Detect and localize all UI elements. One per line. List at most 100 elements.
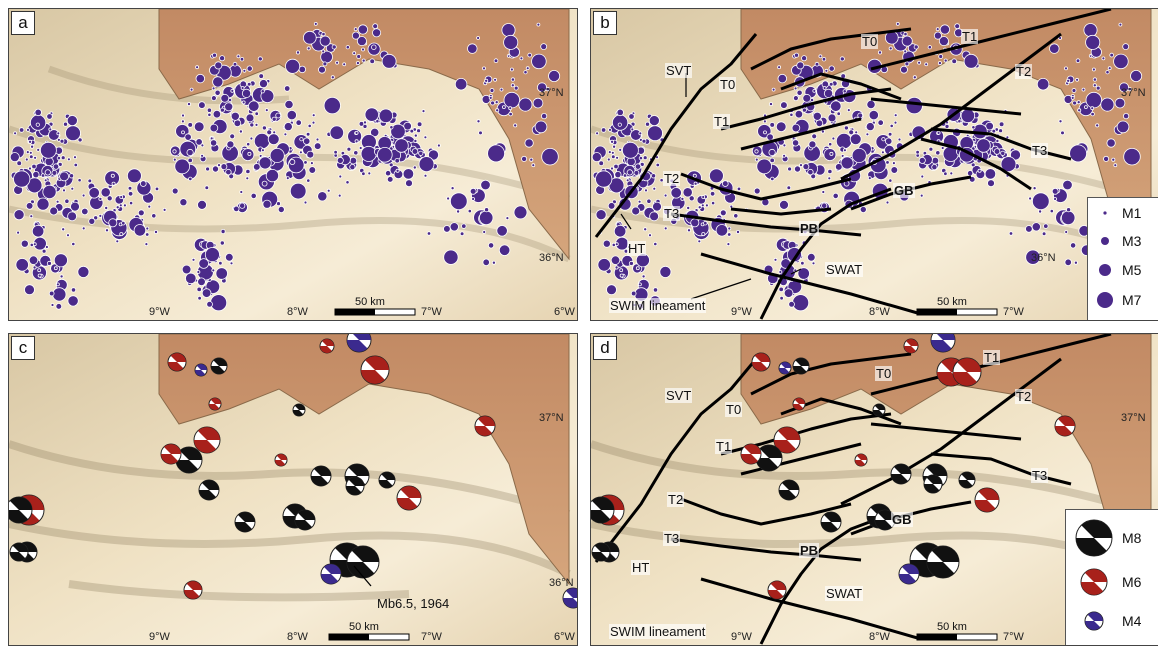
earthquake-symbol	[239, 57, 245, 62]
earthquake-symbol	[670, 187, 682, 199]
earthquake-symbol	[524, 138, 534, 148]
earthquake-symbol	[106, 195, 113, 202]
earthquake-symbol	[1060, 130, 1065, 136]
label-swat: SWAT	[825, 262, 864, 277]
earthquake-symbol	[998, 121, 1005, 128]
earthquake-symbol	[939, 24, 950, 35]
earthquake-symbol	[628, 260, 634, 266]
earthquake-symbol	[905, 97, 923, 115]
earthquake-symbol	[924, 62, 929, 67]
earthquake-symbol	[269, 147, 285, 163]
scale-label: 50 km	[937, 621, 967, 633]
earthquake-symbol	[147, 204, 152, 209]
earthquake-symbol	[793, 52, 799, 58]
earthquake-symbol	[44, 169, 51, 176]
earthquake-symbol	[1036, 77, 1050, 91]
earthquake-symbol	[690, 218, 700, 228]
focal-mechanism	[1075, 519, 1113, 557]
earthquake-symbol	[646, 198, 652, 204]
legend-label-m8: M8	[1122, 530, 1142, 546]
earthquake-symbol	[233, 205, 240, 213]
focal-mechanism	[198, 479, 220, 501]
earthquake-symbol	[828, 81, 834, 87]
relief-map	[591, 334, 1158, 645]
earthquake-symbol	[459, 231, 465, 237]
focal-mechanism	[9, 542, 29, 562]
earthquake-symbol	[885, 137, 893, 145]
earthquake-symbol	[337, 193, 342, 198]
earthquake-symbol	[782, 143, 787, 148]
earthquake-symbol	[756, 158, 773, 175]
earthquake-symbol	[513, 85, 519, 91]
earthquake-symbol	[503, 91, 521, 109]
earthquake-symbol	[709, 191, 716, 197]
earthquake-symbol	[827, 168, 833, 175]
earthquake-symbol	[595, 209, 607, 221]
earthquake-symbol	[62, 188, 66, 193]
earthquake-symbol	[119, 195, 124, 199]
earthquake-symbol	[1109, 52, 1114, 58]
earthquake-symbol	[210, 294, 228, 312]
earthquake-symbol	[831, 136, 836, 141]
earthquake-symbol	[493, 77, 498, 82]
earthquake-symbol	[1069, 242, 1077, 249]
earthquake-symbol	[267, 133, 280, 146]
earthquake-symbol	[193, 121, 205, 132]
earthquake-symbol	[943, 171, 948, 176]
earthquake-symbol	[814, 61, 820, 67]
earthquake-symbol	[18, 127, 25, 133]
lat-label-36n: 36°N	[1031, 252, 1056, 264]
earthquake-symbol	[1119, 82, 1130, 93]
earthquake-symbol	[688, 195, 695, 202]
label-gb: GB	[891, 512, 913, 527]
earthquake-symbol	[26, 128, 30, 132]
earthquake-symbol	[1100, 97, 1115, 112]
earthquake-symbol	[196, 286, 202, 293]
earthquake-symbol	[402, 168, 415, 180]
focal-mechanism	[926, 545, 960, 579]
earthquake-symbol	[719, 209, 727, 217]
earthquake-symbol	[197, 277, 206, 287]
earthquake-symbol	[276, 201, 281, 207]
earthquake-symbol	[614, 171, 622, 179]
earthquake-symbol	[928, 146, 934, 152]
earthquake-symbol	[61, 227, 66, 232]
earthquake-symbol	[1028, 196, 1033, 201]
earthquake-symbol	[881, 137, 886, 142]
earthquake-symbol	[115, 239, 120, 244]
earthquake-symbol	[709, 168, 724, 184]
earthquake-symbol	[842, 148, 847, 153]
focal-mechanism	[378, 471, 396, 489]
earthquake-symbol	[32, 171, 40, 179]
earthquake-symbol	[984, 168, 997, 180]
earthquake-symbol	[413, 138, 418, 143]
earthquake-symbol	[305, 131, 311, 137]
earthquake-symbol	[446, 196, 451, 201]
earthquake-symbol	[229, 261, 234, 266]
earthquake-symbol	[900, 65, 908, 74]
panel-d-mechanisms-faults: d SVT T0 T0 T1 T1 T2 T2 T3 T3 HT GB PB S…	[590, 333, 1158, 646]
panel-label: a	[11, 11, 35, 35]
earthquake-symbol	[1061, 210, 1076, 226]
earthquake-symbol	[951, 58, 958, 64]
earthquake-symbol	[762, 119, 767, 124]
earthquake-symbol	[531, 53, 547, 70]
earthquake-symbol	[284, 85, 291, 92]
earthquake-symbol	[985, 121, 994, 131]
earthquake-symbol	[311, 120, 316, 125]
earthquake-symbol	[315, 137, 320, 142]
earthquake-symbol	[1083, 23, 1098, 38]
earthquake-symbol	[345, 45, 350, 50]
mechanism-legend: M8 M6 M4	[1065, 509, 1158, 645]
focal-mechanism	[310, 465, 332, 487]
scale-bar	[334, 308, 416, 316]
earthquake-symbol	[638, 156, 644, 161]
earthquake-symbol	[768, 148, 776, 157]
earthquake-symbol	[626, 169, 633, 176]
focal-mechanism	[396, 485, 422, 511]
earthquake-symbol	[518, 97, 533, 112]
earthquake-symbol	[13, 209, 25, 221]
earthquake-symbol	[104, 170, 120, 187]
earthquake-symbol	[598, 160, 604, 167]
earthquake-symbol	[403, 121, 412, 131]
